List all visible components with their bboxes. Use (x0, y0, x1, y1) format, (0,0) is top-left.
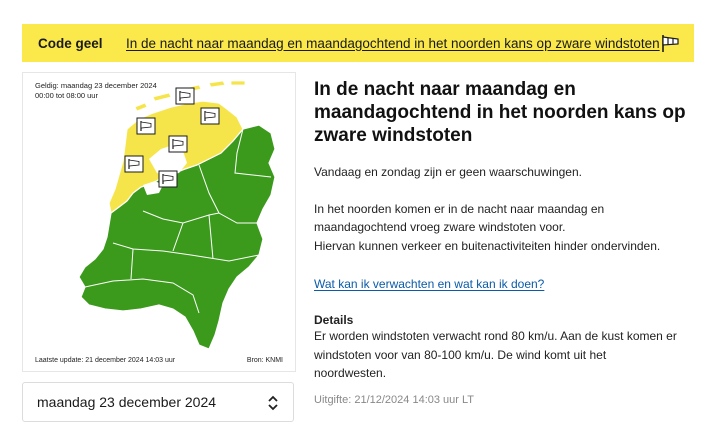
wadden-islands (134, 80, 246, 112)
province-borders (84, 128, 272, 314)
validity-time: 00:00 tot 08:00 uur (35, 91, 98, 100)
description-line: maandagochtend vroeg zware windstoten vo… (314, 220, 566, 234)
date-select[interactable]: maandag 23 december 2024 (22, 382, 294, 422)
windsock-marker (124, 155, 144, 173)
netherlands-map (78, 80, 276, 350)
windsock-marker (200, 107, 220, 125)
updown-chevron-icon (268, 395, 278, 411)
validity-text: Geldig: maandag 23 december 2024 00:00 t… (35, 81, 157, 101)
date-select-value: maandag 23 december 2024 (37, 394, 217, 410)
description-line: Hiervan kunnen verkeer en buitenactivite… (314, 238, 661, 253)
what-to-expect-link[interactable]: Wat kan ik verwachten en wat kan ik doen… (314, 277, 545, 291)
warning-banner: Code geel In de nacht naar maandag en ma… (22, 24, 694, 62)
warning-headline-link[interactable]: In de nacht naar maandag en maandagochte… (126, 35, 660, 51)
windsock-flag-icon[interactable] (660, 33, 682, 53)
details-heading: Details (314, 313, 354, 327)
details-paragraph: Er worden windstoten verwacht rond 80 km… (314, 327, 704, 383)
warning-map-panel: Geldig: maandag 23 december 2024 00:00 t… (22, 72, 296, 372)
warning-details-column: In de nacht naar maandag en maandagochte… (314, 78, 704, 406)
source-text: Bron: KNMI (246, 357, 283, 364)
description-line: In het noorden komen er in de nacht naar… (314, 201, 605, 216)
page-title: In de nacht naar maandag en maandagochte… (314, 79, 686, 146)
description-paragraph: In het noorden komen er in de nacht naar… (314, 200, 704, 256)
last-update-text: Laatste update: 21 december 2024 14:03 u… (35, 357, 176, 364)
windsock-marker (168, 135, 188, 153)
markermeer (143, 181, 163, 195)
windsock-marker (175, 87, 195, 105)
windsock-marker (136, 117, 156, 135)
intro-text: Vandaag en zondag zijn er geen waarschuw… (314, 165, 582, 179)
details-line: noordwesten. (314, 366, 387, 380)
warning-code-label: Code geel (38, 35, 103, 51)
validity-date: Geldig: maandag 23 december 2024 (35, 81, 157, 90)
windsock-marker (158, 170, 178, 188)
details-line: windstoten voor van 80-100 km/u. De wind… (314, 347, 607, 362)
issued-timestamp: Uitgifte: 21/12/2024 14:03 uur LT (314, 393, 475, 406)
details-line: Er worden windstoten verwacht rond 80 km… (314, 329, 677, 343)
